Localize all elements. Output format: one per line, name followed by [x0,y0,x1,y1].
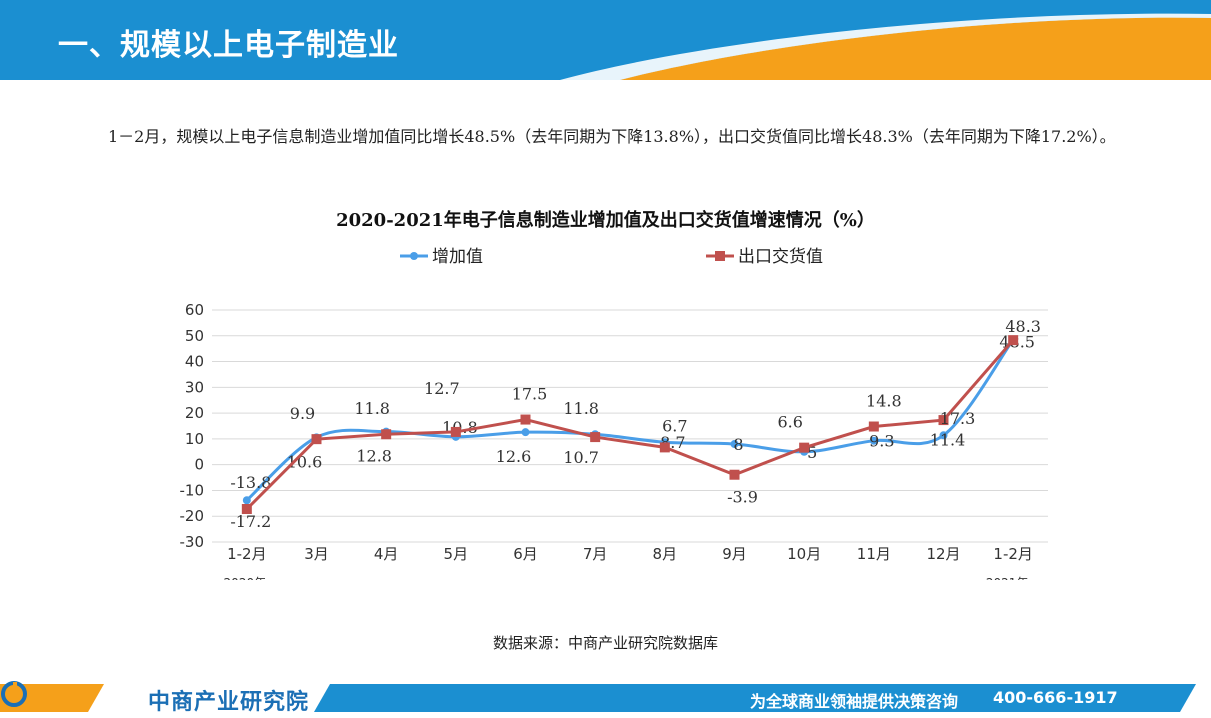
data-point [241,504,252,515]
data-point [869,436,878,445]
legend-marker [715,251,725,261]
data-point [868,421,879,432]
data-label: 6.6 [777,413,802,432]
data-label: 11.4 [930,430,966,449]
data-point [730,440,739,449]
legend-label: 出口交货值 [738,247,823,267]
data-label: 12.7 [424,379,460,398]
y-tick-label: -30 [180,533,205,551]
y-tick-label: 60 [185,301,204,319]
y-tick-label: 30 [185,378,204,396]
y-tick-label: -20 [180,507,205,525]
year-label-end: 2021年 [986,576,1029,580]
data-label: 8 [733,435,743,454]
data-label: -13.8 [230,473,271,492]
data-point [659,442,670,453]
line-chart: -30 -20 -10 0 10 20 30 40 50 60 1-2月 3月 4月 5月 6月 7月 8月 9月… [180,247,1048,580]
y-tick-label: 0 [194,456,204,474]
x-tick-label: 10月 [787,545,821,563]
data-label: -17.2 [230,512,271,531]
x-tick-label: 12月 [926,545,960,563]
x-tick-label: 5月 [444,545,469,563]
legend-marker [410,252,418,260]
series-line-1 [245,338,1015,502]
data-point [939,431,948,440]
data-label: 12.6 [496,447,532,466]
data-label: 10.7 [563,448,599,467]
data-label: 12.8 [356,447,392,466]
data-point [521,428,530,437]
data-label: -3.9 [727,488,758,507]
y-tick-label: 40 [185,353,204,371]
x-tick-label: 4月 [374,545,399,563]
year-label-start: 2020年 [224,576,267,580]
logo-icon [1,681,27,707]
footer-phone: 400-666-1917 [993,688,1118,707]
data-label: 11.8 [563,399,599,418]
data-label: 6.7 [662,416,687,435]
data-point [520,414,531,425]
logo-text: 中商产业研究院 [148,690,310,715]
series-line-2 [245,339,1015,511]
intro-paragraph: 1－2月，规模以上电子信息制造业增加值同比增长48.5%（去年同期为下降13.8… [108,127,1116,146]
footer-slogan: 为全球商业领袖提供决策咨询 [750,692,959,711]
footer-bar: 中商产业研究院 为全球商业领袖提供决策咨询 400-666-1917 [0,680,1211,718]
data-point [590,432,601,443]
y-tick-label: 20 [185,404,204,422]
x-tick-label: 1-2月 [993,545,1033,563]
data-point [311,434,322,445]
data-point [1008,335,1019,346]
data-label: 5 [807,443,817,462]
data-label: 11.8 [354,399,390,418]
x-tick-label: 8月 [653,545,678,563]
data-label: 48.3 [1005,317,1041,336]
data-point [938,415,949,426]
data-point [242,496,251,505]
x-tick-label: 3月 [304,545,329,563]
header-background [0,0,1211,80]
data-label: 14.8 [866,392,902,411]
page-title: 一、规模以上电子制造业 [58,28,399,63]
header-banner: 一、规模以上电子制造业 [0,0,1211,80]
data-label: 9.9 [290,404,315,423]
data-point [381,429,392,440]
y-tick-label: 10 [185,430,204,448]
footer-background [0,684,1196,712]
data-label: 10.6 [287,452,323,471]
data-label: 17.3 [940,409,976,428]
x-tick-label: 9月 [722,545,747,563]
x-tick-label: 11月 [857,545,891,563]
x-tick-label: 1-2月 [227,545,267,563]
data-source: 数据来源：中商产业研究院数据库 [492,634,718,652]
x-tick-label: 6月 [513,545,538,563]
y-tick-label: 50 [185,327,204,345]
data-point [450,426,461,437]
x-tick-label: 7月 [583,545,608,563]
data-point [799,442,810,453]
legend-label: 增加值 [432,247,483,267]
data-point [729,469,740,480]
data-label: 9.3 [869,432,894,451]
y-tick-label: -10 [180,481,205,499]
data-label: 17.5 [512,385,548,404]
chart-title: 2020-2021年电子信息制造业增加值及出口交货值增速情况（%） [336,210,875,231]
